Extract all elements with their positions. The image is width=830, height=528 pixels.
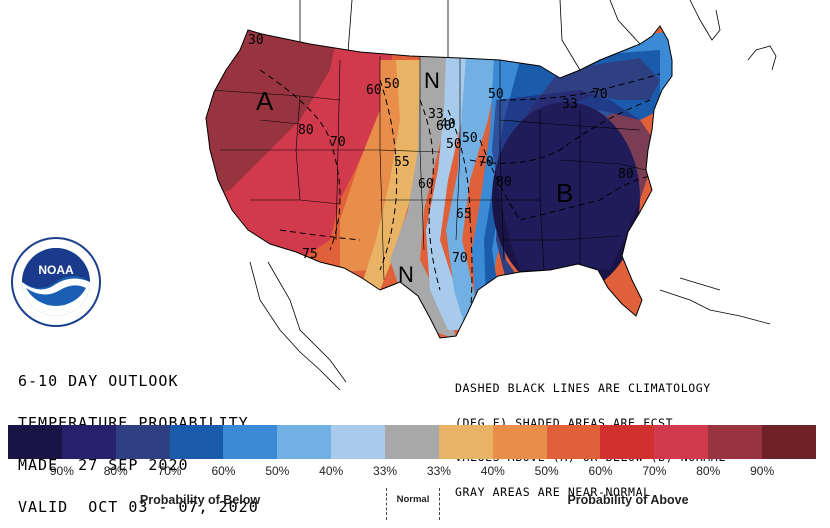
region-label-below: B (556, 178, 573, 208)
clim-label: 60 (436, 119, 452, 134)
legend-swatch (169, 425, 224, 459)
legend-color-bar (8, 425, 816, 459)
clim-label: 33 (428, 107, 444, 122)
clim-label: 60 (366, 83, 382, 98)
legend-tick-label: 70% (157, 464, 182, 478)
outlook-map: A B N N 30 60 50 33 40 50 33 50 50 60 70… (205, 0, 777, 391)
legend-tick-label: 80% (103, 464, 128, 478)
legend-swatch (61, 425, 116, 459)
legend-normal-box: Normal (386, 488, 440, 520)
clim-label: 55 (394, 155, 410, 170)
legend-tick-label: 33% (426, 464, 451, 478)
border-lines (249, 0, 777, 391)
clim-label: 60 (418, 177, 434, 192)
legend-swatch (762, 425, 816, 459)
outlook-made-date: MADE 27 SEP 2020 (18, 456, 189, 474)
legend-tick-label: 90% (750, 464, 775, 478)
legend-tick-label: 90% (49, 464, 74, 478)
clim-label: 30 (248, 33, 264, 48)
noaa-logo-icon: NOAA (11, 237, 101, 327)
note-line: DASHED BLACK LINES ARE CLIMATOLOGY (455, 381, 711, 395)
region-label-above: A (256, 86, 274, 116)
us-outline (205, 25, 673, 339)
legend-tick-label: 70% (642, 464, 667, 478)
noaa-text: NOAA (38, 263, 74, 277)
clim-label: 50 (446, 137, 462, 152)
legend-swatch (331, 425, 386, 459)
outlook-valid-dates: VALID OCT 03 - 07, 2020 (18, 498, 259, 516)
climatology-lines (259, 69, 661, 321)
note-line: GRAY AREAS ARE NEAR-NORMAL (455, 484, 651, 499)
legend-tick-label: 60% (588, 464, 613, 478)
legend-swatch (492, 425, 547, 459)
clim-label: 65 (456, 207, 472, 222)
note-line: (DEG F) SHADED AREAS ARE FCST (455, 415, 674, 430)
clim-label: 80 (618, 167, 634, 182)
legend-swatch (223, 425, 278, 459)
clim-label: 50 (462, 131, 478, 146)
state-lines (209, 56, 647, 281)
legend-tick-label: 80% (696, 464, 721, 478)
clim-label: 75 (302, 247, 318, 262)
clim-label: 70 (452, 251, 468, 266)
legend-tick-label: 40% (319, 464, 344, 478)
legend-swatch (708, 425, 763, 459)
clim-label: 50 (384, 77, 400, 92)
clim-label: 80 (298, 123, 314, 138)
legend-tick-label: 40% (480, 464, 505, 478)
clim-label: 70 (330, 135, 346, 150)
legend-tick-label: 33% (373, 464, 398, 478)
legend-swatch (600, 425, 655, 459)
legend-swatch (546, 425, 601, 459)
legend-swatch (115, 425, 170, 459)
legend-swatch (654, 425, 709, 459)
legend-swatch (8, 425, 62, 459)
climatology-numbers: 30 60 50 33 40 50 33 50 50 60 70 80 70 5… (248, 33, 634, 266)
legend-tick-label: 50% (265, 464, 290, 478)
legend-swatch (385, 425, 439, 459)
clim-label: 50 (488, 87, 504, 102)
clim-label: 70 (478, 155, 494, 170)
legend-above-caption: Probability of Above (567, 493, 689, 507)
legend-swatch (438, 425, 493, 459)
legend-normal-caption: Normal (396, 494, 430, 505)
clim-label: 40 (440, 117, 456, 132)
outlook-title: 6-10 DAY OUTLOOK (18, 372, 179, 390)
region-label-normal-south: N (398, 262, 414, 287)
legend-tick-label: 50% (534, 464, 559, 478)
clim-label: 80 (496, 175, 512, 190)
legend-tick-label: 60% (211, 464, 236, 478)
legend-below-caption: Probability of Below (139, 493, 261, 507)
legend-swatch (277, 425, 332, 459)
region-label-normal-north: N (424, 68, 440, 93)
clim-label: 33 (562, 97, 578, 112)
clim-label: 70 (592, 87, 608, 102)
probability-shading (206, 26, 672, 338)
